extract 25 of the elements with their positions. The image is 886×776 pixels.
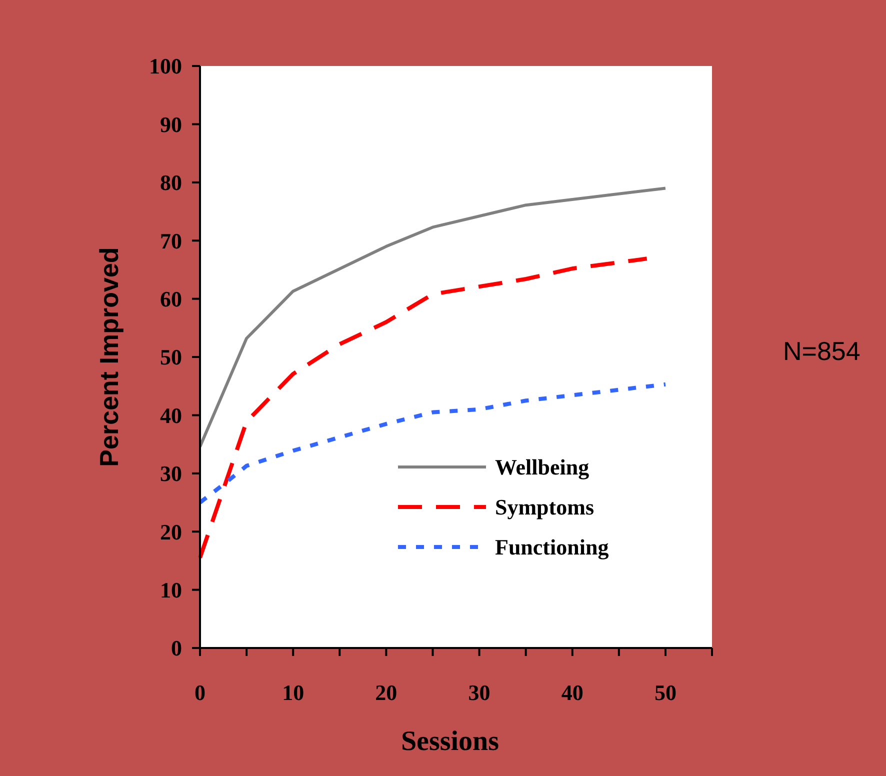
text: N=854 (783, 336, 860, 366)
x-tick-label: 40 (561, 680, 584, 705)
y-tick-label: 20 (160, 519, 182, 544)
x-axis-title: Sessions (400, 726, 500, 757)
y-tick-label: 10 (160, 578, 182, 602)
legend-label: Symptoms (495, 494, 594, 520)
line-series (198, 256, 649, 560)
x-tick-label: 0 (194, 680, 206, 705)
y-tick-label: 80 (160, 170, 182, 196)
legend-label: Functioning (495, 534, 609, 560)
y-tick-label: 0 (171, 636, 182, 661)
y-tick-label: 30 (160, 461, 182, 486)
y-tick-label: 100 (149, 54, 182, 79)
x-tick-label: 50 (654, 680, 676, 705)
y-tick-label: 90 (160, 112, 182, 137)
x-tick-label: 30 (468, 680, 490, 705)
x-tick-label: 20 (375, 680, 398, 705)
x-tick-label: 10 (282, 680, 304, 705)
y-tick-label: 60 (160, 286, 182, 312)
y-tick-label: 50 (160, 344, 182, 370)
y-tick-label: 40 (160, 402, 182, 428)
y-axis-title: Percent Improved (94, 247, 124, 467)
line-series (198, 186, 667, 448)
legend-label: Wellbeing (495, 454, 590, 480)
y-tick-label: 70 (160, 228, 182, 254)
